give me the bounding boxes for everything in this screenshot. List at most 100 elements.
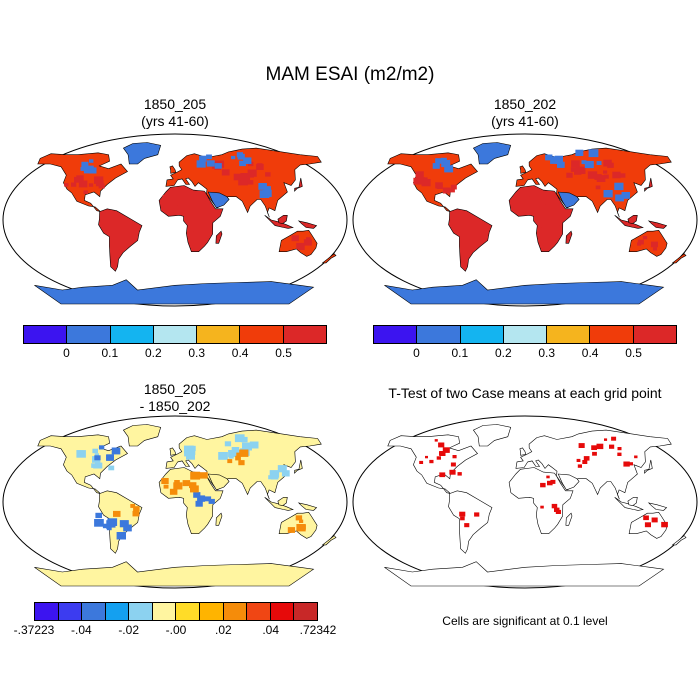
panel-1-title-line2: (yrs 41-60): [141, 113, 209, 129]
field-patch: [268, 475, 274, 480]
colorbar-swatch: [590, 326, 634, 343]
field-patch: [277, 465, 287, 473]
significant-cell: [419, 460, 424, 464]
field-patch: [221, 169, 230, 176]
field-patch: [607, 162, 614, 168]
field-patch: [173, 482, 183, 490]
significant-cell: [540, 482, 546, 488]
field-patch: [432, 163, 440, 169]
field-patch: [650, 241, 658, 248]
colorbar-swatch: [82, 603, 106, 620]
field-patch: [642, 235, 648, 240]
field-patch: [206, 154, 212, 160]
landmass-borneo: [277, 215, 288, 225]
landmass-antarctica: [384, 561, 665, 587]
field-patch: [306, 237, 311, 241]
significant-cell: [611, 436, 617, 441]
landmass-newguinea: [647, 220, 668, 229]
panel-4-title: T-Test of two Case means at each grid po…: [355, 385, 695, 402]
significant-cell: [450, 462, 456, 467]
significant-cell: [452, 455, 457, 459]
field-patch: [224, 441, 232, 447]
significant-cell: [442, 447, 450, 453]
colorbar-tick-label: 0: [63, 346, 70, 360]
field-patch: [235, 455, 241, 461]
field-patch: [127, 228, 132, 233]
field-patch: [115, 226, 123, 232]
field-patch: [206, 160, 215, 167]
colorbar-tick-label: -.02: [118, 623, 139, 637]
colorbar-tick-label: -.00: [165, 623, 187, 637]
landmass-indonesia: [614, 215, 644, 229]
landmass-japan: [644, 459, 653, 474]
panel-3-title-line1: 1850_205: [143, 381, 207, 397]
field-patch: [566, 172, 573, 178]
field-patch: [198, 220, 203, 225]
significant-cell: [644, 522, 651, 528]
field-patch: [299, 519, 304, 523]
field-patch: [449, 188, 455, 193]
field-patch: [238, 177, 248, 186]
map-panel-1850-202: [352, 133, 698, 307]
significant-cell: [425, 455, 428, 459]
significant-cell: [596, 443, 604, 450]
field-patch: [616, 194, 624, 201]
field-patch: [80, 167, 86, 171]
landmass-nz: [321, 253, 337, 264]
landmass-newguinea: [647, 502, 668, 511]
field-patch: [242, 442, 252, 451]
field-patch: [570, 167, 577, 172]
colorbar-difference-ticks: -.37223 -.04 -.02 -.00 .02 .04 .72342: [14, 623, 337, 639]
field-patch: [652, 247, 657, 251]
field-patch: [93, 465, 98, 469]
field-patch: [238, 460, 245, 466]
colorbar-swatch: [24, 326, 68, 343]
significant-cell: [609, 444, 615, 449]
field-patch: [231, 447, 240, 453]
significant-cell: [449, 469, 456, 475]
colorbar-swatch: [417, 326, 461, 343]
landmass-southamerica: [98, 208, 143, 272]
significant-cell: [439, 472, 446, 478]
field-patch: [108, 465, 115, 471]
landmass-southamerica: [448, 490, 493, 554]
landmass-greenland: [472, 424, 512, 447]
field-patch: [603, 170, 608, 174]
field-patch: [64, 183, 69, 187]
panel-3-title-line2: - 1850_202: [139, 398, 211, 414]
landmass-madagascar: [215, 512, 223, 526]
colorbar-tick-label: 0.2: [144, 346, 162, 360]
colorbar-panel-1: [23, 325, 327, 344]
field-patch: [595, 185, 601, 190]
field-patch: [460, 222, 470, 231]
colorbar-tick-label: 0.3: [538, 346, 556, 360]
field-patch: [234, 434, 245, 443]
field-patch: [83, 190, 88, 194]
field-patch: [236, 152, 243, 158]
significant-cell: [550, 479, 556, 484]
colorbar-swatch: [110, 326, 154, 343]
field-patch: [298, 245, 305, 250]
field-patch: [295, 515, 303, 521]
field-patch: [603, 190, 613, 198]
colorbar-tick-label: 0.4: [581, 346, 599, 360]
field-patch: [114, 229, 123, 237]
field-patch: [303, 239, 312, 246]
field-patch: [444, 165, 454, 173]
field-patch: [208, 498, 215, 504]
colorbar-swatch: [200, 603, 224, 620]
colorbar-swatch: [153, 326, 198, 343]
field-patch: [471, 220, 477, 226]
field-patch: [594, 174, 602, 180]
field-patch: [106, 526, 112, 531]
field-patch: [196, 194, 206, 202]
colorbar-tick-label: 0.5: [625, 346, 642, 360]
colorbar-swatch: [223, 603, 248, 620]
significance-note: Cells are significant at 0.1 level: [442, 614, 608, 628]
panel-4-title-line1: T-Test of two Case means at each grid po…: [388, 385, 662, 401]
field-patch: [537, 198, 546, 205]
field-patch: [92, 448, 98, 454]
significant-cell: [547, 480, 553, 486]
field-patch: [228, 454, 234, 459]
field-patch: [193, 492, 201, 498]
